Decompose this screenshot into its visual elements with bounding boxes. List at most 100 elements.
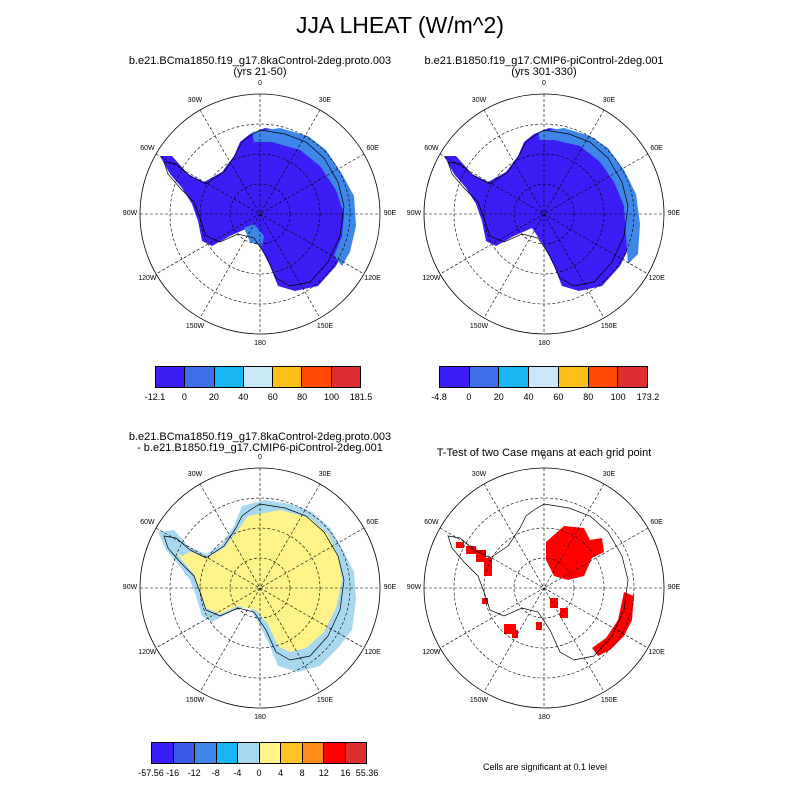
longitude-label: 90E — [383, 584, 397, 591]
colorbar-swatch — [243, 367, 274, 387]
colorbar-swatch — [195, 743, 217, 763]
panel-4-title-line1: T-Test of two Case means at each grid po… — [436, 447, 652, 459]
panel-1-title: b.e21.BCma1850.f19_g17.8kaControl-2deg.p… — [110, 56, 410, 78]
longitude-label: 120W — [422, 649, 441, 656]
longitude-label: 90W — [406, 210, 422, 217]
longitude-label: 30W — [471, 97, 487, 105]
antarctica-field — [160, 128, 356, 291]
longitude-label: 60E — [650, 519, 663, 526]
longitude-label: 90E — [667, 584, 681, 591]
longitude-label: 0 — [258, 454, 262, 461]
polar-map-panel-1 — [139, 93, 381, 335]
longitude-label: 150E — [600, 322, 618, 330]
colorbar-tick-label: 12 — [318, 768, 329, 778]
colorbar-swatch — [281, 743, 303, 763]
longitude-label: 90E — [667, 210, 681, 217]
colorbar-tick-label: 40 — [238, 392, 249, 402]
longitude-label: 0 — [542, 454, 546, 461]
colorbar-tick-label: -4.8 — [431, 392, 447, 402]
longitude-label: 150E — [316, 696, 334, 704]
colorbar-swatch — [331, 367, 360, 387]
colorbar-swatch — [273, 367, 303, 387]
polar-map-panel-2 — [423, 93, 665, 335]
panel-1-title-line2: (yrs 21-50) — [233, 66, 287, 78]
colorbar-panel-1 — [155, 366, 361, 388]
longitude-label: 180 — [538, 714, 550, 721]
colorbar-swatch — [302, 743, 324, 763]
longitude-label: 120E — [364, 649, 381, 656]
colorbar-tick-label: 20 — [493, 392, 504, 402]
longitude-label: 30W — [187, 471, 203, 479]
colorbar-tick-label: 80 — [583, 392, 594, 402]
colorbar-swatch — [529, 367, 559, 387]
colorbar-panel-2 — [439, 366, 648, 388]
longitude-label: 30W — [187, 97, 203, 105]
colorbar-tick-label: -57.56 — [138, 768, 164, 778]
colorbar-tick-label: -4 — [233, 768, 242, 778]
colorbar-swatch — [216, 743, 238, 763]
longitude-label: 180 — [538, 340, 550, 347]
colorbar-swatch — [302, 367, 332, 387]
longitude-label: 120E — [648, 275, 665, 282]
colorbar-tick-label: 0 — [256, 768, 262, 778]
longitude-label: 150W — [185, 696, 205, 704]
colorbar-swatch — [499, 367, 530, 387]
longitude-label: 30E — [318, 471, 332, 479]
colorbar-tick-label: 100 — [324, 392, 340, 402]
longitude-label: 120E — [648, 649, 665, 656]
colorbar-swatch — [440, 367, 470, 387]
panel-3-title-line2: - b.e21.B1850.f19_g17.CMIP6-piControl-2d… — [137, 442, 383, 454]
colorbar-tick-label: 0 — [181, 392, 187, 402]
colorbar-tick-label: -12.1 — [144, 392, 166, 402]
longitude-label: 60E — [366, 519, 379, 526]
longitude-label: 120W — [138, 649, 157, 656]
colorbar-tick-label: 60 — [267, 392, 278, 402]
significance-cells — [456, 526, 634, 656]
colorbar-tick-label: 0 — [466, 392, 472, 402]
colorbar-swatch — [469, 367, 500, 387]
colorbar-tick-label: 8 — [299, 768, 305, 778]
colorbar-swatch — [152, 743, 174, 763]
significance-footnote: Cells are significant at 0.1 level — [482, 762, 608, 772]
panel-3-title-line1: b.e21.BCma1850.f19_g17.8kaControl-2deg.p… — [128, 431, 392, 443]
colorbar-swatch — [558, 367, 589, 387]
colorbar-tick-label: 20 — [208, 392, 219, 402]
longitude-label: 120W — [138, 275, 157, 282]
colorbar-tick-label: 16 — [340, 768, 351, 778]
colorbar-tick-label: -16 — [166, 768, 180, 778]
colorbar-swatch — [238, 743, 260, 763]
longitude-label: 150E — [600, 696, 618, 704]
longitude-label: 30W — [471, 471, 487, 479]
colorbar-swatch — [259, 743, 281, 763]
colorbar-swatch — [588, 367, 619, 387]
colorbar-swatch — [345, 743, 366, 763]
longitude-label: 60W — [140, 145, 155, 152]
colorbar-swatch — [173, 743, 195, 763]
panel-1-title-line1: b.e21.BCma1850.f19_g17.8kaControl-2deg.p… — [128, 55, 392, 67]
longitude-label: 90W — [406, 584, 422, 591]
panel-3-title: b.e21.BCma1850.f19_g17.8kaControl-2deg.p… — [110, 432, 410, 454]
colorbar-panel-3 — [151, 742, 367, 764]
panel-2-title: b.e21.B1850.f19_g17.CMIP6-piControl-2deg… — [394, 56, 694, 78]
figure-title: JJA LHEAT (W/m^2) — [295, 12, 505, 38]
colorbar-swatch — [214, 367, 244, 387]
longitude-label: 120W — [422, 275, 441, 282]
longitude-label: 30E — [318, 97, 332, 105]
longitude-label: 60E — [650, 145, 663, 152]
colorbar-tick-label: -12 — [187, 768, 201, 778]
colorbar-swatch — [324, 743, 346, 763]
longitude-label: 60E — [366, 145, 379, 152]
antarctica-field — [444, 128, 640, 291]
antarctica-coastline — [447, 503, 629, 661]
panel-4-title: T-Test of two Case means at each grid po… — [394, 448, 694, 459]
longitude-label: 150W — [469, 696, 489, 704]
colorbar-tick-label: 173.2 — [636, 392, 660, 402]
colorbar-swatch — [185, 367, 215, 387]
colorbar-tick-label: -8 — [211, 768, 220, 778]
longitude-label: 30E — [602, 471, 616, 479]
colorbar-tick-label: 80 — [297, 392, 308, 402]
longitude-label: 150E — [316, 322, 334, 330]
longitude-label: 90W — [122, 210, 138, 217]
longitude-label: 180 — [254, 714, 266, 721]
colorbar-tick-label: 40 — [523, 392, 534, 402]
